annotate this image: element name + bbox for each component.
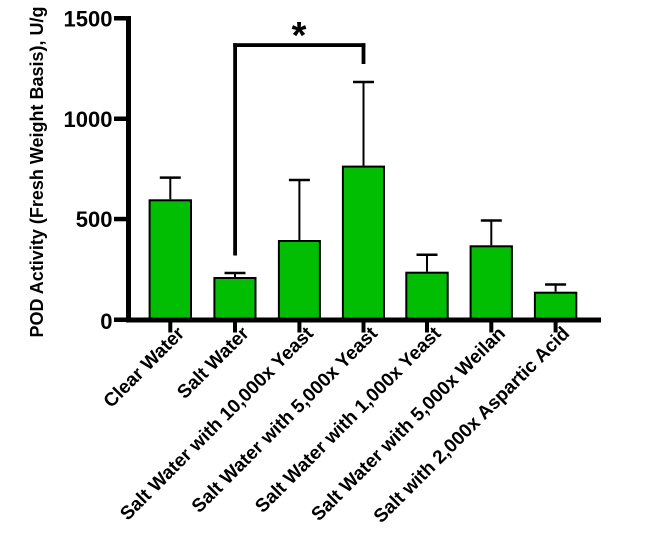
- svg-text:0: 0: [100, 309, 112, 334]
- svg-text:1500: 1500: [64, 7, 113, 32]
- svg-text:POD Activity (Fresh Weight Bas: POD Activity (Fresh Weight Basis), U/g: [27, 6, 47, 337]
- svg-text:500: 500: [76, 207, 113, 232]
- svg-text:1000: 1000: [64, 107, 113, 132]
- svg-text:Clear Water: Clear Water: [100, 323, 189, 412]
- svg-text:*: *: [292, 15, 307, 57]
